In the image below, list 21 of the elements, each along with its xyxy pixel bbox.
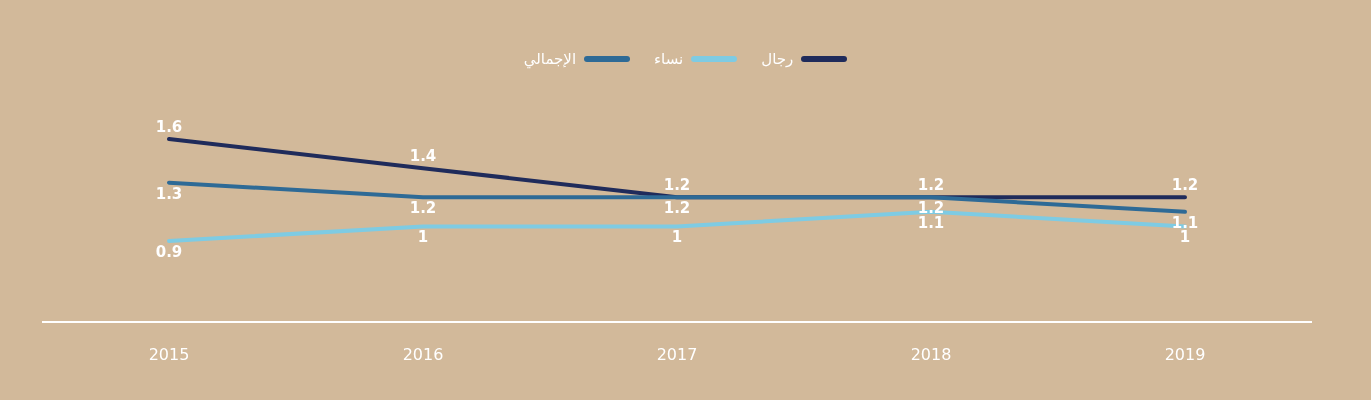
data-label: 1.4: [409, 147, 437, 166]
data-label: 1.2: [663, 176, 691, 195]
data-label: 1.3: [155, 184, 183, 203]
data-label: 0.9: [155, 243, 183, 261]
data-label: 1: [671, 228, 683, 247]
data-label: 1.1: [917, 213, 945, 232]
x-tick-label: 2017: [656, 345, 698, 364]
x-tick-label: 2018: [910, 345, 952, 364]
x-tick-label: 2016: [402, 345, 444, 364]
legend-label: نساء: [654, 50, 684, 68]
data-label: 1: [1179, 228, 1191, 247]
data-label: 1.6: [155, 118, 183, 136]
legend-label: رجال: [761, 50, 794, 68]
x-tick-label: 2015: [148, 345, 190, 364]
x-tick-label: 2019: [1164, 345, 1206, 364]
data-label: 1.2: [663, 199, 691, 218]
data-label: 1.2: [1171, 176, 1199, 195]
data-label: 1.2: [409, 199, 437, 218]
data-label: 1.2: [917, 176, 945, 195]
data-label: 1: [417, 228, 429, 247]
legend-label: الإجمالي: [523, 50, 577, 68]
